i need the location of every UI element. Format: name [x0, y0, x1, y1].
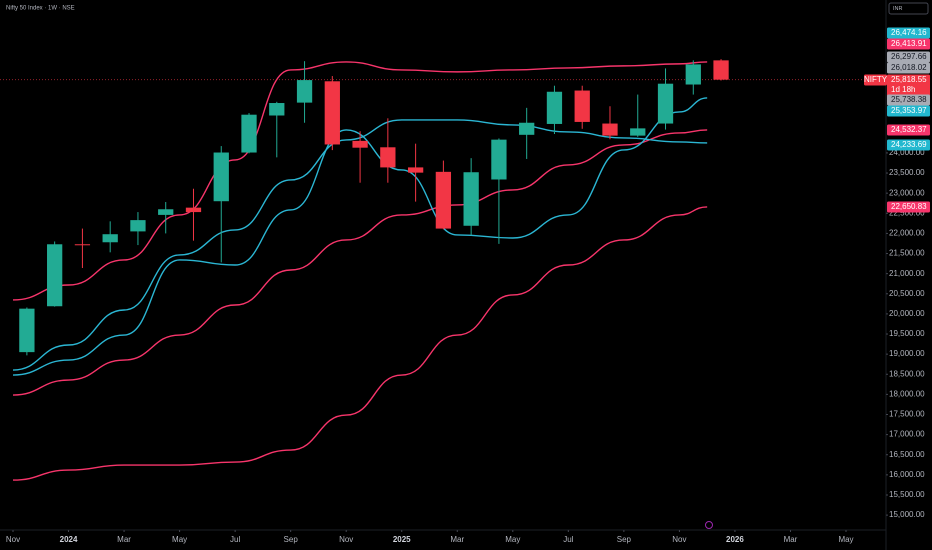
- price-tag: [887, 105, 930, 117]
- x-tick-label: 2026: [726, 535, 744, 544]
- candle-body: [574, 90, 590, 122]
- price-tag: [887, 74, 930, 97]
- candle-body: [630, 128, 646, 136]
- candle-body: [602, 123, 618, 136]
- candle-body: [463, 172, 479, 226]
- price-tag-label: 26,413.91: [891, 39, 927, 48]
- candle-body: [407, 167, 424, 173]
- candle-body: [657, 83, 674, 124]
- chart-title: Nifty 50 Index · 1W · NSE: [6, 6, 75, 12]
- symbol-label: NIFTY: [864, 75, 888, 84]
- candle-body: [380, 147, 396, 168]
- price-tag-label: 25,353.97: [891, 106, 927, 115]
- symbol-tag: [864, 74, 887, 86]
- y-tick-label: 18,500.00: [889, 369, 925, 378]
- candle-body: [74, 244, 91, 246]
- x-tick-label: Nov: [6, 535, 20, 544]
- y-tick-label: 15,500.00: [889, 490, 925, 499]
- x-tick-label: Mar: [784, 535, 798, 544]
- x-tick-label: Jul: [563, 535, 573, 544]
- price-tag-label: 26,018.02: [891, 63, 927, 72]
- y-tick-label: 22,500.00: [889, 208, 925, 217]
- candle-body: [713, 60, 729, 80]
- price-tag-label: 22,650.83: [891, 202, 927, 211]
- event-icon[interactable]: [705, 521, 713, 529]
- x-tick-label: Mar: [450, 535, 464, 544]
- candle-body: [47, 244, 63, 307]
- price-tag-label: 25,818.55: [891, 75, 927, 84]
- overlay-line: [12, 119, 708, 371]
- x-tick-label: Sep: [284, 535, 299, 544]
- overlay-line: [12, 97, 708, 376]
- x-tick-label: 2025: [393, 535, 411, 544]
- candle-body: [185, 207, 202, 213]
- candle-body: [352, 140, 368, 148]
- price-tag-label: 24,532.37: [891, 125, 927, 134]
- x-tick-label: Mar: [117, 535, 131, 544]
- x-tick-label: May: [838, 535, 853, 544]
- y-tick-label: 24,000.00: [889, 148, 925, 157]
- price-tag: [887, 94, 930, 106]
- candle-body: [102, 234, 118, 243]
- x-tick-label: May: [172, 535, 187, 544]
- price-tag: [887, 38, 930, 50]
- candle-body: [269, 103, 285, 116]
- price-tag-label: 26,297.66: [891, 52, 927, 61]
- price-tag: [887, 27, 930, 39]
- candle-body: [546, 91, 563, 124]
- currency[interactable]: INR: [893, 6, 903, 12]
- candle-body: [435, 171, 452, 229]
- candle-body: [130, 220, 146, 232]
- candle-body: [158, 209, 174, 215]
- x-tick-label: Nov: [672, 535, 686, 544]
- y-tick-label: 18,000.00: [889, 389, 925, 398]
- y-tick-label: 20,000.00: [889, 309, 925, 318]
- y-tick-label: 19,000.00: [889, 349, 925, 358]
- y-tick-label: 19,500.00: [889, 329, 925, 338]
- candle-body: [519, 122, 535, 135]
- y-tick-label: 20,500.00: [889, 289, 925, 298]
- candle-body: [213, 152, 229, 202]
- price-tag-label: 25,738.38: [891, 95, 927, 104]
- overlay-line: [12, 129, 708, 396]
- candle-body: [241, 114, 257, 153]
- y-tick-label: 22,000.00: [889, 229, 925, 238]
- x-tick-label: 2024: [60, 535, 78, 544]
- y-tick-label: 23,000.00: [889, 188, 925, 197]
- candle-body: [491, 139, 507, 180]
- y-tick-label: 17,500.00: [889, 410, 925, 419]
- y-tick-label: 17,000.00: [889, 430, 925, 439]
- y-tick-label: 16,000.00: [889, 470, 925, 479]
- x-tick-label: Nov: [339, 535, 353, 544]
- y-tick-label: 15,000.00: [889, 510, 925, 519]
- y-tick-label: 16,500.00: [889, 450, 925, 459]
- candle-body: [19, 308, 35, 353]
- x-tick-label: Jul: [230, 535, 240, 544]
- currency-box[interactable]: [888, 2, 929, 15]
- y-tick-label: 21,000.00: [889, 269, 925, 278]
- price-tag: [887, 201, 930, 213]
- price-tag: [887, 139, 930, 151]
- price-tag: [887, 51, 930, 63]
- candle-body: [685, 64, 701, 85]
- candle-body: [324, 81, 340, 145]
- price-tag-label: 26,474.16: [891, 28, 927, 37]
- x-tick-label: May: [505, 535, 520, 544]
- overlay-line: [12, 61, 708, 301]
- price-tag-label: 24,233.69: [891, 140, 927, 149]
- x-tick-label: Sep: [617, 535, 632, 544]
- y-tick-label: 23,500.00: [889, 168, 925, 177]
- price-tag: [887, 62, 930, 74]
- price-tag: [887, 124, 930, 136]
- candle-body: [296, 80, 313, 103]
- y-tick-label: 21,500.00: [889, 249, 925, 258]
- countdown: 1d 18h: [891, 85, 915, 94]
- overlay-line: [12, 206, 708, 481]
